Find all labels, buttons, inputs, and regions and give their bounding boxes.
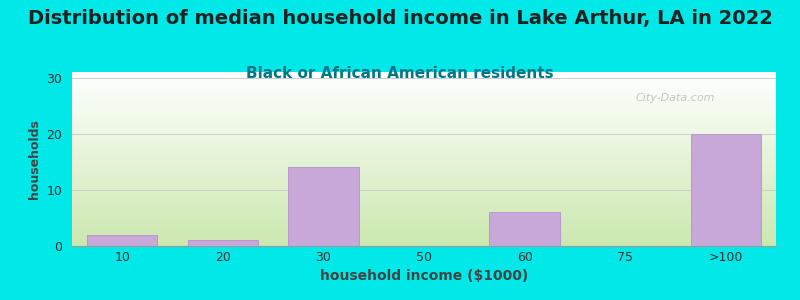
Bar <box>87 235 158 246</box>
Bar <box>288 167 358 246</box>
Text: Distribution of median household income in Lake Arthur, LA in 2022: Distribution of median household income … <box>27 9 773 28</box>
Bar <box>188 240 258 246</box>
Y-axis label: households: households <box>28 119 41 199</box>
X-axis label: household income ($1000): household income ($1000) <box>320 269 528 284</box>
Text: Black or African American residents: Black or African American residents <box>246 66 554 81</box>
Bar <box>490 212 560 246</box>
Bar <box>690 134 761 246</box>
Text: City-Data.com: City-Data.com <box>635 93 714 103</box>
